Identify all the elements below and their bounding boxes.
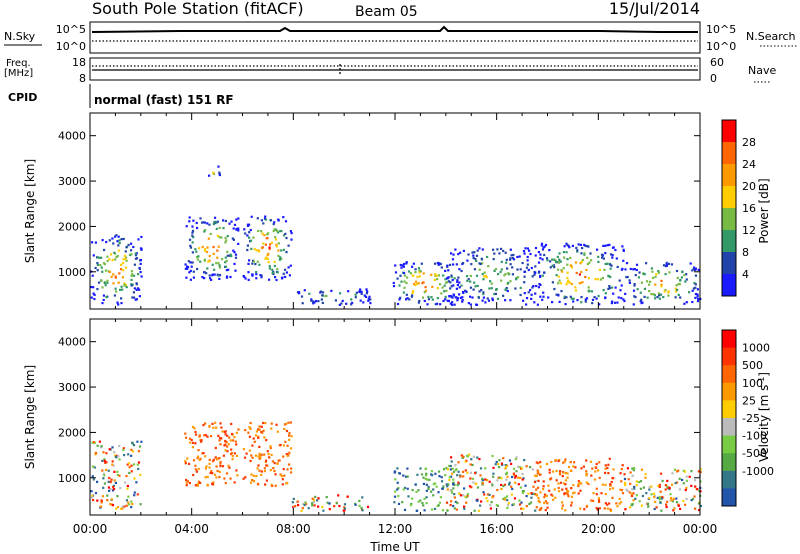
y-tick-label: 1000: [58, 266, 86, 279]
colorbar-swatch: [722, 488, 736, 507]
power-ylabel: Slant Range [km]: [23, 159, 37, 263]
colorbar-swatch: [722, 252, 736, 275]
nsky-panel: N.Sky 10^5 10^0 10^5 10^0 N.Search: [4, 21, 798, 54]
colorbar-tick-label: 12: [742, 224, 756, 237]
velocity-panel: 1000 2000 3000 4000 00:00 04:00 08:00 12:00 16:…: [23, 318, 718, 554]
colorbar-tick-label: -500: [742, 447, 767, 460]
colorbar-swatch: [722, 400, 736, 419]
colorbar-tick-label: 24: [742, 158, 756, 171]
cpid-label: CPID: [8, 91, 37, 104]
colorbar-swatch: [722, 120, 736, 143]
date-label: 15/Jul/2014: [609, 0, 700, 18]
station-title: South Pole Station (fitACF): [92, 0, 304, 18]
y-tick-label: 2000: [58, 220, 86, 233]
nsky-tick-bottom: 10^0: [56, 40, 86, 53]
freq-label: Freq.: [6, 58, 31, 69]
velocity-y-axis: 1000 2000 3000 4000: [58, 336, 700, 485]
colorbar-swatch: [722, 347, 736, 366]
x-tick-label: 12:00: [378, 522, 413, 536]
velocity-x-axis: 00:00 04:00 08:00 12:00 16:00 20:00 00:00: [73, 319, 718, 536]
power-colorbar-label: Power [dB]: [757, 178, 771, 243]
power-panel: 1000 2000 3000 4000 Slant Range [km]: [23, 112, 702, 310]
y-tick-label: 3000: [58, 175, 86, 188]
nave-tick-top: 60: [710, 56, 724, 69]
colorbar-swatch: [722, 470, 736, 489]
freq-unit: [MHz]: [4, 68, 33, 79]
colorbar-tick-label: 100: [742, 377, 763, 390]
power-cells: [90, 165, 702, 306]
colorbar-swatch: [722, 208, 736, 231]
nave-label: Nave: [748, 64, 776, 77]
velocity-colorbar-label: Velocity [m s-1]: [757, 372, 772, 462]
freq-tick-top: 18: [72, 56, 86, 69]
colorbar-tick-label: 1000: [742, 342, 770, 355]
colorbar-swatch: [722, 418, 736, 437]
colorbar-tick-label: -100: [742, 430, 767, 443]
y-tick-label: 1000: [58, 472, 86, 485]
colorbar-swatch: [722, 365, 736, 384]
colorbar-tick-label: -25: [742, 412, 760, 425]
colorbar-swatch: [722, 382, 736, 401]
cpid-panel: CPID normal (fast) 151 RF: [8, 84, 234, 108]
colorbar-tick-label: 500: [742, 359, 763, 372]
x-tick-label: 16:00: [479, 522, 514, 536]
nsearch-tick-top: 10^5: [706, 23, 736, 36]
colorbar-swatch: [722, 274, 736, 297]
velocity-cells: [90, 421, 702, 512]
colorbar-swatch: [722, 453, 736, 472]
nave-tick-bottom: 0: [710, 72, 717, 85]
y-tick-label: 4000: [58, 336, 86, 349]
velocity-ylabel: Slant Range [km]: [23, 365, 37, 469]
nsearch-label: N.Search: [746, 30, 796, 43]
freq-tick-bottom: 8: [79, 72, 86, 85]
freq-panel: Freq. [MHz] 18 8 60 0 Nave: [4, 56, 776, 85]
x-tick-label: 00:00: [73, 522, 108, 536]
colorbar-tick-label: 8: [742, 246, 749, 259]
colorbar-tick-label: 25: [742, 394, 756, 407]
x-tick-label: 20:00: [581, 522, 616, 536]
x-tick-label: 00:00: [683, 522, 718, 536]
colorbar-swatch: [722, 164, 736, 187]
colorbar-tick-label: 16: [742, 202, 756, 215]
power-x-axis: [89, 113, 701, 309]
cpid-value: normal (fast) 151 RF: [94, 93, 234, 107]
y-tick-label: 3000: [58, 381, 86, 394]
y-tick-label: 4000: [58, 130, 86, 143]
time-axis-label: Time UT: [369, 540, 420, 554]
colorbar-tick-label: 20: [742, 180, 756, 193]
colorbar-tick-label: -1000: [742, 465, 774, 478]
y-tick-label: 2000: [58, 426, 86, 439]
colorbar-swatch: [722, 142, 736, 165]
beam-label: Beam 05: [355, 4, 418, 20]
colorbar-tick-label: 28: [742, 136, 756, 149]
colorbar-swatch: [722, 230, 736, 253]
x-tick-label: 08:00: [276, 522, 311, 536]
power-y-axis: 1000 2000 3000 4000: [58, 130, 700, 279]
velocity-colorbar: 1000 500 100 25 -25 -100 -500 -1000 Velocity [m…: [721, 329, 774, 507]
colorbar-tick-label: 4: [742, 268, 749, 281]
nsky-label: N.Sky: [4, 30, 36, 43]
colorbar-swatch: [722, 435, 736, 454]
x-tick-label: 04:00: [174, 522, 209, 536]
nsearch-tick-bottom: 10^0: [706, 40, 736, 53]
nsky-line: [91, 25, 698, 33]
colorbar-swatch: [722, 330, 736, 349]
colorbar-swatch: [722, 186, 736, 209]
nsky-tick-top: 10^5: [56, 23, 86, 36]
power-colorbar: 28 24 20 16 12 8 4 Power [dB]: [721, 119, 771, 297]
